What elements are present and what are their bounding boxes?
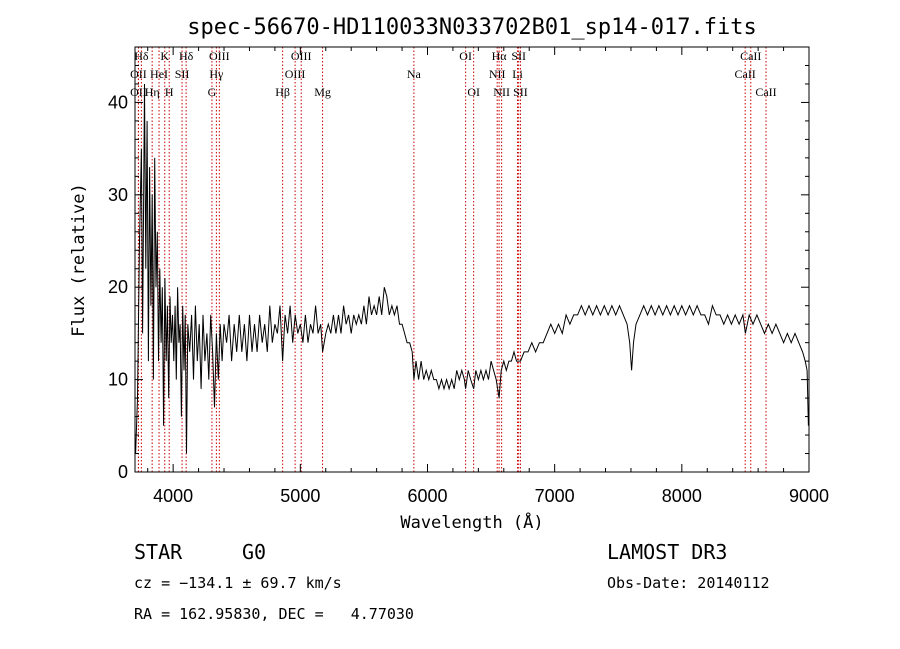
- x-tick-label: 8000: [662, 486, 702, 506]
- spectral-line-label: Li: [512, 67, 523, 81]
- x-tick-label: 5000: [280, 486, 320, 506]
- object-class: STAR: [134, 540, 183, 564]
- spectral-line-label: Hβ: [275, 85, 290, 99]
- spectral-line-label: OIII: [285, 67, 306, 81]
- spectral-line-label: OII: [130, 85, 147, 99]
- x-tick-label: 4000: [153, 486, 193, 506]
- spectral-line-label: HeI: [150, 67, 168, 81]
- survey-name: LAMOST DR3: [607, 540, 727, 564]
- object-subclass: G0: [242, 540, 266, 564]
- spectral-line-label: OI: [467, 85, 480, 99]
- spectral-line-label: Hδ: [179, 49, 194, 63]
- coordinates: RA = 162.95830, DEC = 4.77030: [134, 605, 414, 623]
- x-tick-label: 6000: [407, 486, 447, 506]
- spectral-line-label: K: [160, 49, 169, 63]
- y-tick-label: 40: [108, 92, 128, 112]
- spectral-line-label: Hη: [145, 85, 160, 99]
- spectral-line-markers: [137, 47, 767, 472]
- y-axis-ticks: 0 10 20 30 40: [108, 64, 809, 482]
- x-axis-ticks: 4000 5000 6000 7000 8000 9000: [147, 47, 829, 506]
- spectral-line-label: SII: [511, 49, 526, 63]
- spectral-line-label: Hδ: [134, 49, 149, 63]
- spectral-line-label: SII: [175, 67, 190, 81]
- spectral-line-label: Hγ: [209, 67, 224, 81]
- y-tick-label: 30: [108, 185, 128, 205]
- spectral-line-label: CaII: [755, 85, 776, 99]
- spectral-line-label: NII: [489, 67, 506, 81]
- spectral-line-label: CaII: [734, 67, 755, 81]
- spectral-line-label: OI: [459, 49, 472, 63]
- plot-frame: [134, 46, 810, 473]
- chart-title: spec-56670-HD110033N033702B01_sp14-017.f…: [187, 15, 757, 40]
- observation-date: Obs-Date: 20140112: [607, 574, 770, 592]
- spectrum-line: [135, 83, 809, 454]
- spectral-line-label: H: [165, 85, 174, 99]
- y-axis-label: Flux (relative): [69, 183, 89, 337]
- redshift-velocity: cz = −134.1 ± 69.7 km/s: [134, 574, 342, 592]
- x-tick-label: 9000: [789, 486, 829, 506]
- y-tick-label: 20: [108, 277, 128, 297]
- spectral-line-label: Mg: [314, 85, 331, 99]
- x-tick-label: 7000: [535, 486, 575, 506]
- y-tick-label: 0: [118, 462, 128, 482]
- spectral-line-label: CaII: [740, 49, 761, 63]
- x-axis-label: Wavelength (Å): [400, 511, 543, 533]
- y-tick-label: 10: [108, 370, 128, 390]
- spectral-line-label: Na: [407, 67, 422, 81]
- spectral-line-label: OIII: [291, 49, 312, 63]
- spectral-line-label: OII: [130, 67, 147, 81]
- spectral-line-label: G: [208, 85, 217, 99]
- spectral-line-label: SII: [513, 85, 528, 99]
- spectral-line-label: NII: [493, 85, 510, 99]
- spectral-line-label: Hα: [492, 49, 508, 63]
- spectral-line-label: OIII: [209, 49, 230, 63]
